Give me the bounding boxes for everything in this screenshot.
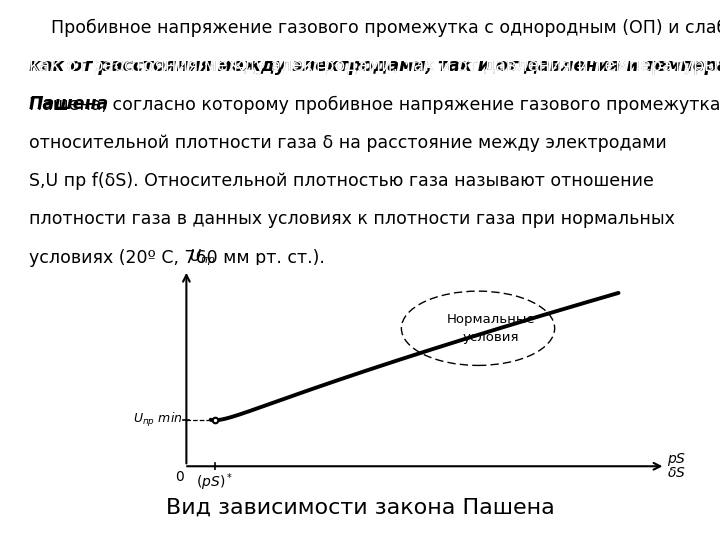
Text: Вид зависимости закона Пашена: Вид зависимости закона Пашена xyxy=(166,497,554,518)
Text: $\mathit{pS}$: $\mathit{pS}$ xyxy=(667,451,687,468)
Text: Пробивное напряжение газового промежутка с однородным (ОП) и слабонеоднородным (: Пробивное напряжение газового промежутка… xyxy=(29,18,720,37)
Text: плотности газа в данных условиях к плотности газа при нормальных: плотности газа в данных условиях к плотн… xyxy=(29,211,675,228)
Text: как от расстояния между электродами, так и от давления и температуры газа. Эта з: как от расстояния между электродами, так… xyxy=(29,57,720,75)
Text: $\mathit{\delta S}$: $\mathit{\delta S}$ xyxy=(667,467,686,481)
Text: как от расстояния между электродами, так и от давления и температуры газа. Эта з: как от расстояния между электродами, так… xyxy=(29,57,720,75)
Text: Пашена, согласно которому пробивное напряжение газового промежутка с ОП и СНП оп: Пашена, согласно которому пробивное напр… xyxy=(29,95,720,113)
Text: относительной плотности газа δ на расстояние между электродами: относительной плотности газа δ на рассто… xyxy=(29,134,667,152)
Text: $\mathit{U_{пр}}$: $\mathit{U_{пр}}$ xyxy=(189,247,215,268)
Text: как от расстояния между электродами, так и от давления и температуры газа. Эта з: как от расстояния между электродами, так… xyxy=(29,57,720,75)
Text: Нормальные
условия: Нормальные условия xyxy=(446,313,535,344)
Text: $\mathit{(pS)^*}$: $\mathit{(pS)^*}$ xyxy=(197,471,233,493)
Text: S,U пр f(δS). Относительной плотностью газа называют отношение: S,U пр f(δS). Относительной плотностью г… xyxy=(29,172,654,190)
Text: условиях (20º С, 760 мм рт. ст.).: условиях (20º С, 760 мм рт. ст.). xyxy=(29,249,325,267)
Text: 0: 0 xyxy=(175,470,184,484)
Text: Пашена: Пашена xyxy=(29,95,109,113)
Text: $\mathit{U_{пр}\ min}$: $\mathit{U_{пр}\ min}$ xyxy=(133,411,183,429)
Text: как от расстояния между электродами, так и от давления и температуры газа. Эта з: как от расстояния между электродами, так… xyxy=(29,57,720,75)
